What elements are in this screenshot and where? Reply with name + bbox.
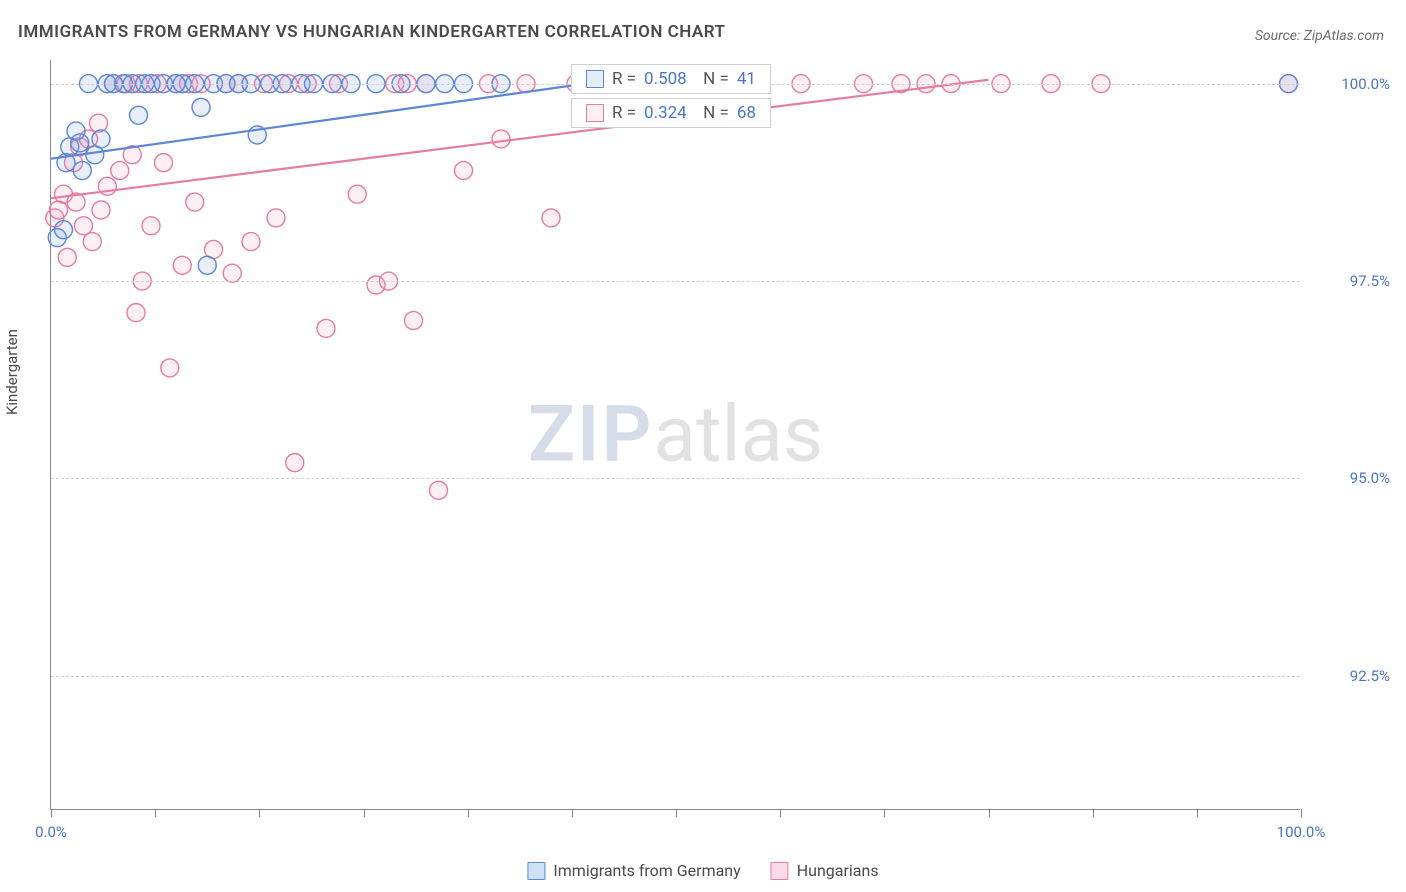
stat-box: R = 0.324 N = 68	[571, 98, 771, 128]
y-tick-label: 97.5%	[1310, 272, 1390, 290]
scatter-point	[430, 481, 448, 499]
y-tick-label: 92.5%	[1310, 667, 1390, 685]
x-tick	[468, 809, 469, 817]
scatter-svg	[51, 60, 1300, 809]
scatter-point	[55, 221, 73, 239]
x-tick	[780, 809, 781, 817]
legend-item: Immigrants from Germany	[527, 861, 740, 880]
gridline-h	[51, 281, 1300, 282]
scatter-point	[92, 130, 110, 148]
source-attribution: Source: ZipAtlas.com	[1255, 28, 1384, 44]
scatter-point	[405, 312, 423, 330]
scatter-point	[75, 217, 93, 235]
scatter-point	[242, 233, 260, 251]
scatter-point	[130, 106, 148, 124]
stat-n-value: 41	[737, 69, 756, 89]
scatter-point	[155, 154, 173, 172]
x-tick	[1301, 809, 1302, 817]
scatter-point	[127, 304, 145, 322]
legend-swatch	[527, 862, 545, 880]
stat-swatch	[586, 70, 604, 88]
scatter-point	[455, 162, 473, 180]
x-tick	[572, 809, 573, 817]
scatter-point	[90, 114, 108, 132]
y-axis-label: Kindergarten	[3, 329, 21, 415]
scatter-point	[186, 193, 204, 211]
scatter-point	[267, 209, 285, 227]
gridline-h	[51, 478, 1300, 479]
scatter-point	[83, 233, 101, 251]
stat-r-label: R =	[612, 103, 636, 123]
scatter-point	[71, 134, 89, 152]
legend: Immigrants from Germany Hungarians	[527, 861, 878, 880]
scatter-point	[286, 454, 304, 472]
y-tick-label: 100.0%	[1310, 75, 1390, 93]
x-tick	[259, 809, 260, 817]
stat-n-label: N =	[695, 69, 729, 89]
scatter-point	[348, 185, 366, 203]
scatter-point	[492, 130, 510, 148]
scatter-point	[92, 201, 110, 219]
x-tick	[676, 809, 677, 817]
legend-swatch	[771, 862, 789, 880]
scatter-point	[142, 217, 160, 235]
x-tick	[989, 809, 990, 817]
gridline-h	[51, 676, 1300, 677]
scatter-point	[111, 162, 129, 180]
chart-title: IMMIGRANTS FROM GERMANY VS HUNGARIAN KIN…	[18, 22, 726, 42]
legend-label: Hungarians	[797, 861, 879, 880]
stat-r-value: 0.508	[644, 69, 687, 89]
legend-item: Hungarians	[771, 861, 879, 880]
scatter-point	[198, 256, 216, 274]
x-tick	[884, 809, 885, 817]
stat-box: R = 0.508 N = 41	[571, 64, 771, 94]
x-tick	[1197, 809, 1198, 817]
plot-area: ZIPatlas 92.5%95.0%97.5%100.0%0.0%100.0%…	[50, 60, 1300, 810]
scatter-point	[161, 359, 179, 377]
legend-label: Immigrants from Germany	[553, 861, 740, 880]
x-tick	[364, 809, 365, 817]
stat-r-value: 0.324	[644, 103, 687, 123]
stat-n-value: 68	[737, 103, 756, 123]
scatter-point	[58, 248, 76, 266]
x-tick	[51, 809, 52, 817]
scatter-point	[542, 209, 560, 227]
scatter-point	[317, 319, 335, 337]
stat-swatch	[586, 104, 604, 122]
scatter-point	[223, 264, 241, 282]
x-tick	[1093, 809, 1094, 817]
scatter-point	[192, 98, 210, 116]
x-tick	[155, 809, 156, 817]
y-tick-label: 95.0%	[1310, 469, 1390, 487]
scatter-point	[73, 162, 91, 180]
x-tick-label: 100.0%	[1277, 823, 1326, 841]
x-tick-label: 0.0%	[35, 823, 67, 841]
stat-n-label: N =	[695, 103, 729, 123]
stat-r-label: R =	[612, 69, 636, 89]
scatter-point	[173, 256, 191, 274]
